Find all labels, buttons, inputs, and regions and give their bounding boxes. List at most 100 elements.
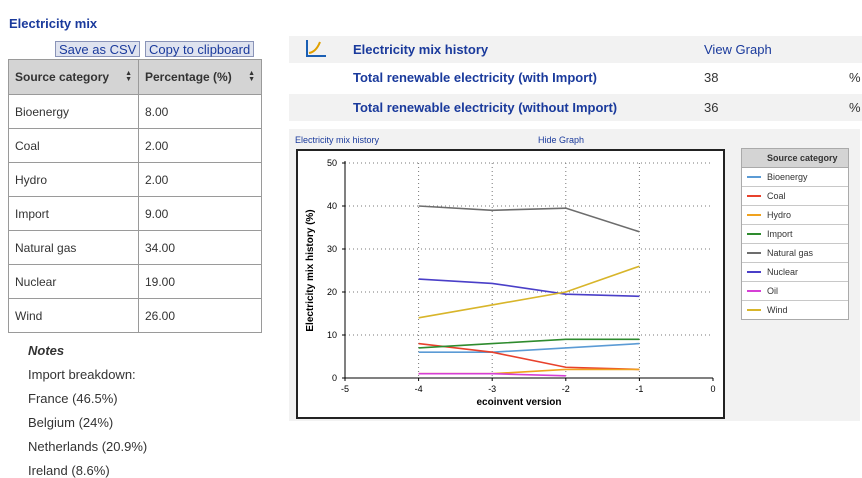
legend-swatch bbox=[747, 309, 761, 311]
view-graph-link[interactable]: View Graph bbox=[704, 42, 772, 57]
table-row: Coal 2.00 bbox=[8, 128, 262, 163]
legend-swatch bbox=[747, 290, 761, 292]
notes-heading: Notes bbox=[28, 343, 65, 358]
hide-graph-link[interactable]: Hide Graph bbox=[538, 135, 585, 145]
renewable-with-import-label: Total renewable electricity (with Import… bbox=[353, 70, 597, 85]
series-line-natural-gas bbox=[418, 205, 640, 233]
table-row: Import 9.00 bbox=[8, 196, 262, 231]
x-tick-label: -1 bbox=[635, 384, 643, 394]
x-tick-label: 0 bbox=[710, 384, 715, 394]
legend-swatch bbox=[747, 271, 761, 273]
percentage-cell: 2.00 bbox=[138, 162, 262, 197]
percentage-cell: 9.00 bbox=[138, 196, 262, 231]
renewable-without-import-row: Total renewable electricity (without Imp… bbox=[289, 94, 862, 121]
legend-label: Natural gas bbox=[767, 248, 814, 258]
save-as-csv-button[interactable]: Save as CSV bbox=[55, 41, 141, 57]
legend-label: Oil bbox=[767, 286, 778, 296]
x-tick-label: -2 bbox=[562, 384, 570, 394]
y-axis-label: Electricity mix history (%) bbox=[305, 209, 316, 331]
renewable-without-import-label: Total renewable electricity (without Imp… bbox=[353, 100, 618, 115]
note-line: Belgium (24%) bbox=[28, 415, 114, 430]
percent-sign: % bbox=[849, 100, 861, 115]
y-tick-label: 20 bbox=[327, 287, 337, 297]
note-line: Import breakdown: bbox=[28, 367, 136, 382]
legend-swatch bbox=[747, 252, 761, 254]
legend-label: Nuclear bbox=[767, 267, 799, 277]
legend-swatch bbox=[747, 195, 761, 197]
source-cell: Hydro bbox=[8, 162, 139, 197]
table-row: Hydro 2.00 bbox=[8, 162, 262, 197]
column-header-source-label: Source category bbox=[15, 70, 110, 84]
y-tick-label: 40 bbox=[327, 201, 337, 211]
legend-item: Oil bbox=[742, 282, 848, 301]
renewable-with-import-row: Total renewable electricity (with Import… bbox=[289, 64, 862, 91]
legend-label: Coal bbox=[767, 191, 786, 201]
history-label: Electricity mix history bbox=[353, 42, 489, 57]
x-axis-label: ecoinvent version bbox=[476, 397, 561, 408]
source-cell: Wind bbox=[8, 298, 139, 333]
electricity-mix-table: Source category ▲ ▼ Percentage (%) ▲ ▼ Bio… bbox=[8, 59, 262, 333]
y-tick-label: 30 bbox=[327, 244, 337, 254]
chart-frame: -5 -4 -3 -2 -1 0 0 10 20 30 40 50 ecoinvent version E… bbox=[296, 149, 725, 419]
y-tick-label: 50 bbox=[327, 158, 337, 168]
line-chart: -5 -4 -3 -2 -1 0 0 10 20 30 40 50 ecoinvent version E… bbox=[305, 158, 716, 408]
series-line-import bbox=[418, 338, 640, 349]
x-tick-label: -5 bbox=[341, 384, 349, 394]
series-line-bioenergy bbox=[418, 342, 640, 353]
sort-icon[interactable]: ▲ ▼ bbox=[125, 70, 132, 83]
percentage-cell: 19.00 bbox=[138, 264, 262, 299]
table-row: Bioenergy 8.00 bbox=[8, 94, 262, 129]
series-line-coal bbox=[418, 342, 640, 371]
table-row: Wind 26.00 bbox=[8, 298, 262, 333]
sort-icon[interactable]: ▲ ▼ bbox=[248, 70, 255, 83]
legend-swatch bbox=[747, 214, 761, 216]
legend-swatch bbox=[747, 176, 761, 178]
copy-to-clipboard-button[interactable]: Copy to clipboard bbox=[145, 41, 255, 57]
y-tick-label: 10 bbox=[327, 330, 337, 340]
legend-item: Wind bbox=[742, 301, 848, 319]
page-title: Electricity mix bbox=[9, 16, 98, 31]
column-header-percentage-label: Percentage (%) bbox=[145, 70, 232, 84]
legend-swatch bbox=[747, 233, 761, 235]
renewable-with-import-value: 38 bbox=[704, 70, 719, 85]
legend-label: Import bbox=[767, 229, 793, 239]
percentage-cell: 26.00 bbox=[138, 298, 262, 333]
series-line-oil bbox=[418, 372, 566, 377]
line-chart-icon bbox=[306, 40, 326, 57]
legend-title: Source category bbox=[742, 149, 848, 168]
source-cell: Coal bbox=[8, 128, 139, 163]
note-line: Ireland (8.6%) bbox=[28, 463, 110, 478]
x-tick-label: -3 bbox=[488, 384, 496, 394]
legend-item: Import bbox=[742, 225, 848, 244]
column-header-percentage[interactable]: Percentage (%) ▲ ▼ bbox=[138, 59, 262, 95]
note-line: France (46.5%) bbox=[28, 391, 118, 406]
percent-sign: % bbox=[849, 70, 861, 85]
x-tick-label: -4 bbox=[415, 384, 423, 394]
table-row: Natural gas 34.00 bbox=[8, 230, 262, 265]
graph-title-link[interactable]: Electricity mix history bbox=[295, 135, 380, 145]
series-line-wind bbox=[418, 265, 640, 319]
percentage-cell: 34.00 bbox=[138, 230, 262, 265]
series-line-nuclear bbox=[418, 278, 640, 298]
column-header-source[interactable]: Source category ▲ ▼ bbox=[8, 59, 139, 95]
legend-label: Hydro bbox=[767, 210, 792, 220]
percentage-cell: 2.00 bbox=[138, 128, 262, 163]
renewable-without-import-value: 36 bbox=[704, 100, 719, 115]
note-line: Netherlands (20.9%) bbox=[28, 439, 148, 454]
source-cell: Natural gas bbox=[8, 230, 139, 265]
source-cell: Bioenergy bbox=[8, 94, 139, 129]
legend-item: Natural gas bbox=[742, 244, 848, 263]
source-cell: Nuclear bbox=[8, 264, 139, 299]
history-row: Electricity mix history View Graph bbox=[289, 36, 862, 63]
legend-item: Nuclear bbox=[742, 263, 848, 282]
source-cell: Import bbox=[8, 196, 139, 231]
percentage-cell: 8.00 bbox=[138, 94, 262, 129]
legend-label: Bioenergy bbox=[767, 172, 808, 182]
chart-legend: Source category Bioenergy Coal Hydro Import… bbox=[741, 148, 849, 320]
legend-item: Bioenergy bbox=[742, 168, 848, 187]
legend-label: Wind bbox=[767, 305, 788, 315]
table-row: Nuclear 19.00 bbox=[8, 264, 262, 299]
y-tick-label: 0 bbox=[332, 373, 337, 383]
legend-item: Hydro bbox=[742, 206, 848, 225]
legend-item: Coal bbox=[742, 187, 848, 206]
